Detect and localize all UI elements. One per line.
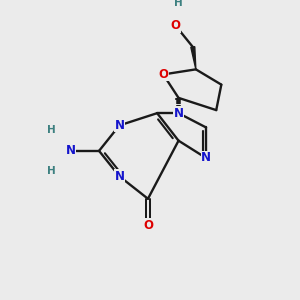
Text: N: N: [201, 152, 211, 164]
Text: H: H: [47, 125, 56, 136]
Text: N: N: [65, 144, 76, 158]
Text: N: N: [114, 170, 124, 183]
Text: N: N: [114, 119, 124, 132]
Text: N: N: [173, 107, 184, 120]
Polygon shape: [191, 47, 196, 69]
Text: O: O: [143, 219, 153, 232]
Text: H: H: [47, 166, 56, 176]
Text: H: H: [174, 0, 183, 8]
Text: O: O: [158, 68, 168, 81]
Text: O: O: [170, 19, 181, 32]
